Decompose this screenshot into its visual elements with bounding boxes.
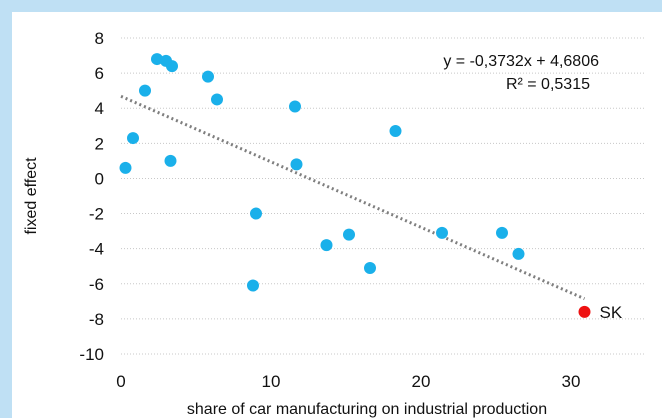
y-tick-label: -4	[89, 240, 104, 259]
data-point	[364, 261, 376, 274]
data-point	[164, 154, 177, 167]
y-tick-label: -6	[89, 275, 104, 294]
x-axis-ticks: 0 10 20 30	[116, 372, 580, 391]
y-axis-label: fixed effect	[23, 157, 40, 235]
data-point	[202, 70, 214, 83]
data-point	[436, 226, 448, 239]
data-point	[512, 247, 525, 260]
data-point	[496, 226, 508, 239]
y-tick-label: 2	[95, 134, 104, 153]
y-tick-label: 8	[95, 29, 104, 48]
data-point	[389, 125, 402, 138]
chart-panel: 8 6 4 2 0 -2 -4 -6 -8 -10 0 10 20 30 SK y = -0,3732x…	[12, 12, 662, 418]
data-point	[343, 228, 355, 241]
data-point	[166, 60, 178, 73]
data-point	[151, 53, 163, 66]
highlight-point-sk	[578, 305, 591, 318]
highlight-label: SK	[600, 303, 623, 322]
data-point	[211, 93, 223, 106]
x-tick-label: 20	[412, 372, 431, 391]
data-point	[289, 100, 301, 113]
x-axis-label: share of car manufacturing on industrial…	[187, 401, 547, 418]
x-tick-label: 10	[262, 372, 281, 391]
y-tick-label: -2	[89, 205, 104, 224]
data-point	[127, 132, 139, 145]
data-point	[250, 207, 262, 220]
data-point	[247, 279, 259, 292]
data-points	[119, 53, 525, 292]
data-point	[290, 158, 303, 171]
trend-equation: y = -0,3732x + 4,6806	[443, 53, 599, 70]
data-point	[139, 84, 151, 97]
y-tick-label: -8	[89, 310, 104, 329]
y-tick-label: 0	[95, 169, 104, 188]
y-tick-label: 4	[95, 99, 104, 118]
y-axis-ticks: 8 6 4 2 0 -2 -4 -6 -8 -10	[79, 29, 104, 364]
y-tick-label: -10	[79, 345, 104, 364]
y-tick-label: 6	[95, 64, 104, 83]
data-point	[320, 239, 333, 252]
x-tick-label: 30	[562, 372, 581, 391]
trendline	[120, 94, 586, 301]
r-squared: R² = 0,5315	[506, 76, 590, 93]
x-tick-label: 0	[116, 372, 125, 391]
data-point	[119, 161, 132, 174]
